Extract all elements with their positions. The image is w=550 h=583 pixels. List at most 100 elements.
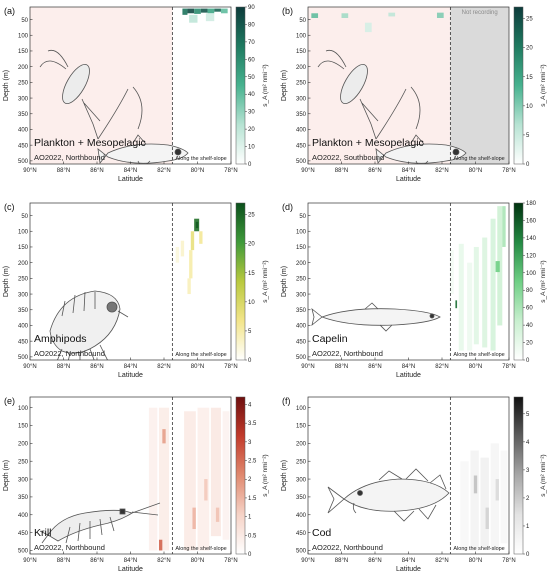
krill-illustration	[39, 502, 161, 544]
colorbar-tick-label: 5	[248, 329, 252, 335]
panel-letter: (f)	[282, 396, 291, 406]
panel-b: Not recording Along the shelf-slope Plankt…	[281, 6, 547, 183]
y-tick-label: 500	[18, 549, 29, 555]
y-tick-label: 100	[296, 33, 307, 39]
backscatter-cell	[148, 407, 158, 551]
y-tick-label: 500	[18, 159, 29, 165]
colorbar-tick-label: 15	[248, 271, 255, 277]
x-tick-label: 84°N	[402, 364, 415, 370]
y-tick-label: 500	[296, 549, 307, 555]
y-tick-label: 500	[18, 355, 29, 361]
panel-e: Along the shelf-slope Krill AO2022, Northb…	[3, 396, 269, 573]
shelf-slope-label: Along the shelf-slope	[175, 156, 226, 162]
plot-content: Not recording	[308, 7, 509, 164]
x-tick-label: 84°N	[402, 168, 415, 174]
backscatter-cell	[485, 507, 489, 530]
backscatter-cell	[162, 429, 166, 444]
x-axis-label: Latitude	[118, 566, 143, 573]
y-tick-label: 250	[18, 81, 29, 87]
colorbar-tick-label: 0	[248, 162, 252, 168]
copepod-tail-icon	[375, 86, 421, 140]
x-tick-label: 78°N	[502, 364, 515, 370]
x-tick-label: 88°N	[57, 168, 70, 174]
backscatter-cell	[495, 261, 500, 273]
y-tick-label: 450	[296, 339, 307, 345]
x-tick-label: 88°N	[57, 558, 70, 564]
shelf-slope-label: Along the shelf-slope	[453, 352, 504, 358]
colorbar-tick-label: 80	[526, 288, 533, 294]
backscatter-cell	[187, 8, 195, 14]
amphipod-body-icon	[49, 290, 121, 354]
x-axis-label: Latitude	[396, 566, 421, 573]
colorbar-tick-label: 40	[248, 92, 255, 98]
y-tick-label: 400	[296, 513, 307, 519]
copepod-myctophid-illustration	[39, 49, 189, 164]
y-tick-label: 400	[18, 128, 29, 134]
y-axis-label: Depth (m)	[3, 460, 10, 491]
panel-title: Plankton + Mesopelagic	[34, 137, 146, 149]
colorbar-label: s_A (m² nmi⁻²)	[540, 64, 547, 106]
backscatter-cell	[210, 407, 221, 537]
x-tick-label: 88°N	[335, 558, 348, 564]
y-tick-label: 250	[296, 81, 307, 87]
colorbar-tick-label: 20	[248, 242, 255, 248]
colorbar-tick-label: 0	[526, 358, 530, 364]
x-tick-label: 86°N	[368, 558, 381, 564]
colorbar-tick-label: 4	[526, 440, 530, 446]
backscatter-cell	[199, 231, 203, 244]
backscatter-cell	[190, 231, 195, 251]
myctophid-fish-icon	[97, 143, 189, 164]
y-tick-label: 100	[18, 406, 29, 412]
y-tick-label: 300	[18, 477, 29, 483]
plot-content	[39, 407, 230, 551]
y-tick-label: 350	[18, 308, 29, 314]
backscatter-cell	[187, 278, 191, 295]
y-tick-label: 200	[296, 261, 307, 267]
backscatter-cell	[450, 250, 454, 295]
x-tick-label: 84°N	[124, 364, 137, 370]
panel-title: Plankton + Mesopelagic	[312, 137, 424, 149]
x-tick-label: 88°N	[335, 168, 348, 174]
colorbar-tick-label: 1.5	[248, 496, 257, 502]
y-axis-label: Depth (m)	[3, 266, 10, 297]
x-axis-label: Latitude	[396, 176, 421, 183]
y-tick-label: 200	[18, 442, 29, 448]
colorbar-tick-label: 1	[248, 515, 252, 521]
y-tick-label: 400	[18, 324, 29, 330]
cod-tail-icon	[327, 486, 345, 514]
cod-barbel-icon	[352, 502, 357, 514]
x-tick-label: 80°N	[191, 364, 204, 370]
myctophid-fish-icon	[375, 143, 467, 164]
x-axis-label: Latitude	[396, 372, 421, 379]
colorbar-tick-label: 70	[248, 40, 255, 46]
colorbar-tick-label: 0	[526, 552, 530, 558]
colorbar-tick-label: 2	[248, 477, 252, 483]
x-tick-label: 90°N	[301, 168, 314, 174]
y-tick-label: 450	[18, 339, 29, 345]
shelf-slope-label: Along the shelf-slope	[453, 546, 504, 552]
x-tick-label: 86°N	[368, 364, 381, 370]
backscatter-cell	[189, 250, 193, 279]
shelf-slope-label: Along the shelf-slope	[175, 546, 226, 552]
krill-legs-icon	[39, 502, 161, 544]
cod-body-icon	[343, 478, 450, 512]
y-tick-label: 450	[18, 143, 29, 149]
x-tick-label: 90°N	[301, 364, 314, 370]
panel-title: Krill	[34, 527, 52, 539]
plot-content	[311, 206, 506, 351]
backscatter-cell	[470, 450, 479, 551]
panel-letter: (b)	[282, 6, 293, 16]
colorbar-tick-label: 10	[526, 104, 533, 110]
y-tick-label: 300	[296, 477, 307, 483]
x-tick-label: 78°N	[224, 168, 237, 174]
colorbar-tick-label: 20	[248, 127, 255, 133]
backscatter-cell	[502, 206, 506, 247]
backscatter-cell	[490, 218, 496, 351]
low-backscatter-region	[308, 7, 451, 164]
colorbar-tick-label: 30	[248, 110, 255, 116]
fish-eye-icon	[174, 148, 182, 156]
x-tick-label: 78°N	[502, 168, 515, 174]
backscatter-cell	[455, 300, 458, 309]
x-tick-label: 82°N	[435, 364, 448, 370]
colorbar-tick-label: 120	[526, 253, 537, 259]
